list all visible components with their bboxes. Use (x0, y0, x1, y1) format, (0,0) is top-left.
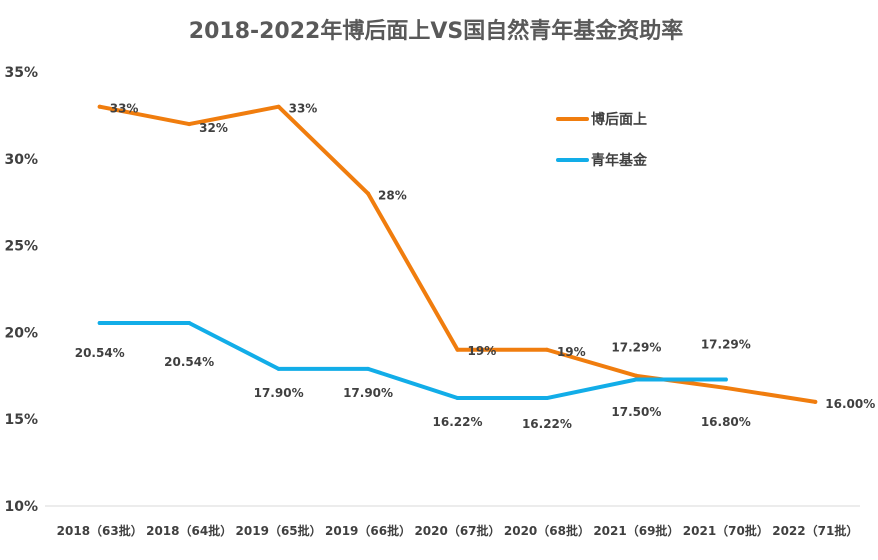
data-point (544, 347, 549, 352)
data-label-qingnian: 17.29% (611, 340, 661, 354)
data-point (723, 385, 728, 390)
data-point (276, 366, 281, 371)
data-point (544, 396, 549, 401)
y-tick-label: 25% (4, 239, 38, 255)
data-label-boshihou: 33% (110, 102, 139, 116)
y-tick-label: 20% (4, 325, 38, 341)
axes: 10% 15% 20% 25% 30% 35% 2018（63批） 2018（64批） 2019… (4, 65, 860, 538)
data-point (187, 122, 192, 127)
data-label-boshihou: 28% (378, 189, 407, 203)
data-labels: 33% 32% 33% 28% 19% 19% 17.50% 16.80% 16.00% 20.5… (75, 102, 876, 431)
data-point (187, 321, 192, 326)
data-point (455, 396, 460, 401)
data-label-boshihou: 17.50% (611, 405, 661, 419)
data-label-boshihou: 16.00% (825, 397, 875, 411)
x-tick-label: 2018（63批） (57, 523, 143, 538)
data-label-boshihou: 32% (199, 121, 228, 135)
data-point (97, 104, 102, 109)
data-point (276, 104, 281, 109)
x-tick-label: 2019（65批） (236, 523, 322, 538)
data-label-qingnian: 17.29% (701, 337, 751, 351)
data-point (366, 366, 371, 371)
series-line-qingnian (97, 321, 728, 401)
data-point (723, 377, 728, 382)
data-label-qingnian: 20.54% (164, 355, 214, 369)
x-tick-label: 2020（67批） (414, 523, 500, 538)
series-layer (97, 104, 818, 404)
x-tick-label: 2018（64批） (146, 523, 232, 538)
chart-title: 2018-2022年博后面上VS国自然青年基金资助率 (189, 18, 683, 44)
data-label-boshihou: 16.80% (701, 415, 751, 429)
data-label-qingnian: 17.90% (254, 386, 304, 400)
data-label-qingnian: 20.54% (75, 346, 125, 360)
data-point (634, 377, 639, 382)
data-point (813, 399, 818, 404)
x-tick-label: 2022（71批） (772, 523, 858, 538)
y-tick-label: 35% (4, 65, 38, 81)
y-tick-label: 15% (4, 412, 38, 428)
legend-label: 博后面上 (591, 111, 647, 128)
x-tick-label: 2020（68批） (504, 523, 590, 538)
y-tick-label: 10% (4, 499, 38, 515)
data-point (634, 373, 639, 378)
legend-label: 青年基金 (591, 152, 648, 169)
x-tick-label: 2021（69批） (593, 523, 679, 538)
x-tick-label: 2019（66批） (325, 523, 411, 538)
data-label-boshihou: 19% (557, 345, 586, 359)
data-label-qingnian: 16.22% (522, 417, 572, 431)
data-point (455, 347, 460, 352)
data-label-qingnian: 16.22% (433, 415, 483, 429)
data-label-qingnian: 17.90% (343, 386, 393, 400)
data-point (366, 191, 371, 196)
y-tick-label: 30% (4, 152, 38, 168)
data-point (97, 321, 102, 326)
x-tick-label: 2021（70批） (683, 523, 769, 538)
data-label-boshihou: 33% (289, 102, 318, 116)
data-label-boshihou: 19% (468, 344, 497, 358)
